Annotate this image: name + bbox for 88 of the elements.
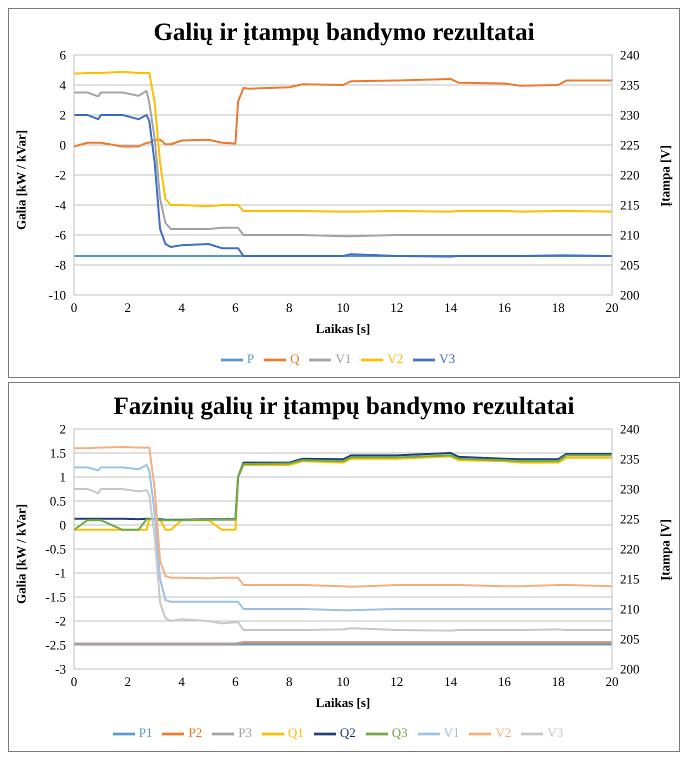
y2-tick-label: 225	[620, 512, 640, 527]
line-series	[74, 452, 612, 521]
y-tick-label: 4	[60, 78, 66, 93]
x-tick-label: 6	[232, 300, 240, 316]
x-tick-label: 0	[70, 300, 78, 316]
line-series	[74, 114, 612, 258]
y-tick-label: -6	[55, 228, 66, 243]
legend-label: V1	[444, 724, 460, 740]
y2-tick-label: 240	[620, 422, 640, 437]
line-series	[74, 78, 612, 148]
y-tick-label: -2.5	[45, 638, 66, 653]
y-tick-label: -8	[55, 258, 66, 273]
y-tick-label: 0	[60, 138, 66, 153]
y-tick-label: -2	[55, 614, 66, 629]
x-tick-label: 2	[124, 674, 132, 690]
legend-label: Q2	[340, 724, 356, 740]
y2-tick-label: 220	[620, 168, 640, 183]
x-axis-title: Laikas [s]	[316, 695, 370, 710]
y-tick-label: -4	[55, 198, 66, 213]
legend-label: P2	[188, 724, 202, 740]
x-tick-label: 4	[178, 300, 186, 316]
y2-axis-title: Įtampa [V]	[658, 145, 673, 207]
x-tick-label: 2	[124, 300, 132, 316]
y2-tick-label: 220	[620, 542, 640, 557]
line-series	[74, 90, 612, 238]
y2-tick-label: 205	[620, 632, 640, 647]
y2-tick-label: 210	[620, 228, 640, 243]
y2-tick-label: 230	[620, 108, 640, 123]
y-tick-label: 0	[60, 518, 66, 533]
y-tick-label: 0.5	[50, 494, 66, 509]
y-tick-label: -1	[55, 566, 66, 581]
y-axis-title: Galia [kW / kVar]	[14, 130, 29, 230]
legend-label: V1	[335, 350, 352, 366]
y2-tick-label: 240	[620, 48, 640, 63]
y2-tick-label: 235	[620, 78, 640, 93]
legend-label: P1	[138, 724, 152, 740]
y2-tick-label: 205	[620, 258, 640, 273]
x-tick-label: 10	[336, 300, 350, 316]
x-tick-label: 18	[552, 674, 565, 690]
y-tick-label: -1.5	[45, 590, 66, 605]
y2-tick-label: 225	[620, 138, 640, 153]
y2-tick-label: 235	[620, 452, 640, 467]
legend-label: V3	[439, 350, 456, 366]
y-tick-label: -0.5	[45, 542, 66, 557]
x-tick-label: 16	[498, 674, 512, 690]
x-tick-label: 14	[444, 674, 458, 690]
y2-tick-label: 215	[620, 198, 640, 213]
y-axis-title: Galia [kW / kVar]	[14, 504, 29, 604]
x-tick-label: 18	[552, 300, 565, 316]
y2-axis-title: Įtampa [V]	[658, 519, 673, 581]
x-tick-label: 0	[70, 674, 78, 690]
y-tick-label: -2	[55, 168, 66, 183]
x-tick-label: 12	[390, 674, 404, 690]
legend-label: P3	[238, 724, 252, 740]
y2-tick-label: 210	[620, 602, 640, 617]
legend-label: Q1	[288, 724, 304, 740]
y2-tick-label: 200	[620, 662, 640, 677]
line-series	[74, 70, 612, 213]
chart-title: Fazinių galių ir įtampų bandymo rezultatai	[112, 392, 576, 421]
x-tick-label: 20	[606, 674, 618, 690]
legend-label: V2	[387, 350, 404, 366]
y-tick-label: -3	[55, 662, 66, 677]
legend-label: Q	[290, 350, 300, 366]
y-tick-label: -10	[48, 288, 66, 303]
x-tick-label: 6	[232, 674, 240, 690]
y2-tick-label: 200	[620, 288, 640, 303]
chart-title: Galių ir įtampų bandymo rezultatai	[152, 18, 536, 47]
x-tick-label: 14	[444, 300, 458, 316]
legend-label: V2	[495, 724, 512, 740]
y-tick-label: 1.5	[50, 446, 66, 461]
x-tick-label: 10	[336, 674, 350, 690]
legend-label: P	[246, 350, 254, 366]
y-tick-label: 2	[60, 422, 66, 437]
y2-tick-label: 215	[620, 572, 640, 587]
y-tick-label: 6	[60, 48, 66, 63]
legend-label: Q3	[392, 724, 408, 740]
y2-tick-label: 230	[620, 482, 640, 497]
x-tick-label: 20	[606, 300, 618, 316]
line-series	[74, 464, 612, 612]
x-tick-label: 12	[390, 300, 404, 316]
x-axis-title: Laikas [s]	[316, 321, 370, 336]
x-tick-label: 16	[498, 300, 512, 316]
x-tick-label: 8	[286, 674, 292, 690]
y-tick-label: 2	[60, 108, 66, 123]
x-tick-label: 8	[286, 300, 292, 316]
y-tick-label: 1	[60, 470, 66, 485]
x-tick-label: 4	[178, 674, 186, 690]
line-series	[74, 446, 612, 588]
